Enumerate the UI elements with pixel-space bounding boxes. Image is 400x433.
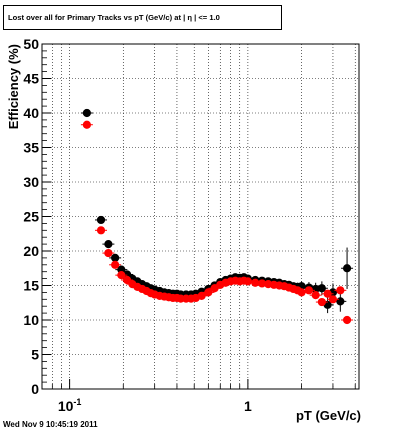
- data-point-red: [111, 260, 120, 269]
- y-tick-label: 5: [31, 347, 39, 363]
- data-point-black: [96, 215, 106, 225]
- y-axis-label: Efficiency (%): [6, 44, 21, 129]
- y-tick-label: 10: [23, 312, 39, 328]
- y-tick-label: 25: [23, 209, 39, 225]
- data-point-red: [117, 271, 126, 280]
- data-point-black: [336, 297, 345, 306]
- tick-labels: 0 5 10 15 20 25 30 35 40 45 50 10-1 1: [23, 36, 252, 414]
- y-tick-label: 35: [23, 140, 39, 156]
- data-point-red: [336, 286, 345, 295]
- data-point-red: [197, 291, 206, 300]
- y-tick-label: 20: [23, 243, 39, 259]
- chart-title: Lost over all for Primary Tracks vs pT (…: [3, 5, 282, 30]
- data-point-red: [257, 279, 267, 288]
- data-point-red: [311, 291, 320, 300]
- data-points: [80, 108, 354, 325]
- data-point-red: [243, 277, 252, 286]
- timestamp: Wed Nov 9 10:45:19 2011: [3, 420, 98, 429]
- y-tick-label: 0: [31, 381, 39, 397]
- y-tick-label: 30: [23, 174, 39, 190]
- plot-frame: [41, 43, 360, 390]
- data-point-black: [311, 284, 320, 294]
- data-point-red: [342, 315, 352, 325]
- grid: [41, 44, 359, 389]
- data-point-black: [342, 264, 352, 273]
- data-point-red: [304, 286, 314, 295]
- data-point-black: [317, 284, 326, 293]
- y-tick-label: 40: [23, 105, 39, 121]
- x-tick-label: 1: [244, 398, 252, 414]
- data-point-red: [317, 297, 326, 307]
- data-point-red: [328, 295, 338, 304]
- data-point-black: [82, 108, 91, 118]
- data-point-red: [104, 248, 113, 258]
- data-point-red: [323, 289, 332, 298]
- data-point-black: [104, 240, 113, 249]
- y-tick-label: 50: [23, 36, 39, 52]
- axis-ticks: [41, 43, 356, 390]
- data-point-red: [96, 226, 106, 235]
- data-point-red: [204, 288, 213, 297]
- y-tick-label: 45: [23, 71, 39, 87]
- x-axis-label: pT (GeV/c): [296, 408, 361, 423]
- data-point-red: [251, 278, 260, 287]
- data-point-black: [111, 253, 120, 262]
- data-point-red: [82, 120, 91, 129]
- data-point-red: [297, 288, 306, 297]
- x-tick-label: 10-1: [58, 397, 82, 414]
- y-tick-label: 15: [23, 278, 39, 294]
